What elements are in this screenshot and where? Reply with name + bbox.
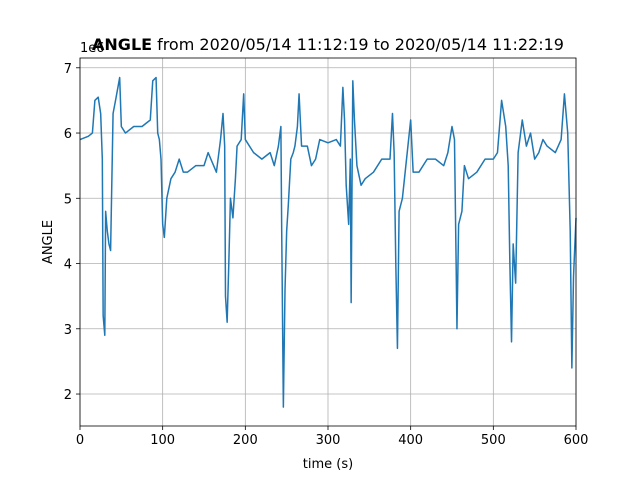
y-tick-label: 2 [64, 388, 72, 403]
y-tick-label: 6 [64, 127, 72, 142]
x-tick-label: 100 [150, 433, 175, 448]
data-line [79, 76, 577, 408]
y-tick-label: 5 [64, 192, 72, 207]
title-bold: ANGLE [92, 35, 152, 54]
axes-frame [79, 57, 577, 427]
y-tick-label: 3 [64, 323, 72, 338]
y-tick-label: 7 [64, 62, 72, 77]
x-tick-label: 200 [233, 433, 258, 448]
title-rest: from 2020/05/14 11:12:19 to 2020/05/14 1… [157, 35, 564, 54]
chart-title: ANGLE from 2020/05/14 11:12:19 to 2020/05… [92, 35, 564, 54]
x-tick-label: 0 [76, 433, 84, 448]
y-axis-label: ANGLE [41, 220, 56, 264]
x-tick-label: 300 [316, 433, 341, 448]
x-tick-label: 500 [481, 433, 506, 448]
x-tick-label: 400 [398, 433, 423, 448]
y-tick-label: 4 [64, 258, 72, 273]
x-tick-label: 600 [564, 433, 589, 448]
y-offset-label: 1e6 [80, 41, 105, 56]
x-axis-label: time (s) [303, 457, 353, 472]
